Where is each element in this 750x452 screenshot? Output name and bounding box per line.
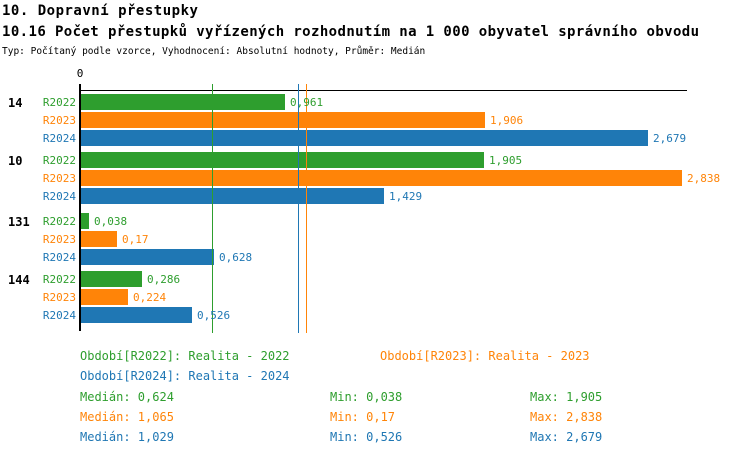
- legend-period-r2024: Období[R2024]: Realita - 2024: [80, 369, 290, 383]
- row-label-r2023: R2023: [42, 114, 76, 127]
- median-r2023-line: [306, 84, 307, 333]
- value-label-131-r2024: 0,628: [219, 251, 253, 264]
- page-title: 10. Dopravní přestupky: [2, 3, 199, 19]
- group-label-14: 14: [8, 96, 23, 110]
- median-r2024-line: [298, 84, 299, 333]
- legend-max-r2024: Max: 2,679: [530, 430, 603, 444]
- row-label-r2023: R2023: [42, 291, 76, 304]
- x-axis-line: [80, 90, 687, 91]
- value-label-14-r2024: 2,679: [653, 132, 687, 145]
- row-label-r2024: R2024: [42, 190, 76, 203]
- legend-max-r2023: Max: 2,838: [530, 410, 603, 424]
- legend-period-r2023: Období[R2023]: Realita - 2023: [380, 349, 590, 363]
- bar-131-r2024: [81, 249, 214, 265]
- row-label-r2022: R2022: [42, 215, 76, 228]
- legend-period-r2022: Období[R2022]: Realita - 2022: [80, 349, 290, 363]
- x-axis-zero-tick-label: 0: [76, 67, 84, 80]
- legend-median-r2024: Medián: 1,029: [80, 430, 174, 444]
- value-label-144-r2024: 0,526: [197, 309, 231, 322]
- bar-10-r2022: [81, 152, 484, 168]
- indicator-meta: Typ: Počítaný podle vzorce, Vyhodnocení:…: [2, 46, 426, 57]
- value-label-144-r2023: 0,224: [133, 291, 167, 304]
- row-label-r2022: R2022: [42, 154, 76, 167]
- row-label-r2024: R2024: [42, 251, 76, 264]
- median-r2022-line: [212, 84, 213, 333]
- group-label-131: 131: [8, 215, 30, 229]
- legend-min-r2023: Min: 0,17: [330, 410, 396, 424]
- bar-144-r2024: [81, 307, 192, 323]
- row-label-r2023: R2023: [42, 172, 76, 185]
- row-label-r2023: R2023: [42, 233, 76, 246]
- legend-min-r2022: Min: 0,038: [330, 390, 403, 404]
- bar-10-r2024: [81, 188, 384, 204]
- group-label-10: 10: [8, 154, 23, 168]
- bar-14-r2023: [81, 112, 485, 128]
- group-label-144: 144: [8, 273, 30, 287]
- value-label-144-r2022: 0,286: [147, 273, 181, 286]
- indicator-title: 10.16 Počet přestupků vyřízených rozhodn…: [2, 24, 700, 40]
- bar-14-r2024: [81, 130, 648, 146]
- value-label-14-r2022: 0,961: [290, 96, 324, 109]
- value-label-10-r2024: 1,429: [389, 190, 423, 203]
- legend-median-r2022: Medián: 0,624: [80, 390, 174, 404]
- row-label-r2022: R2022: [42, 273, 76, 286]
- legend-median-r2023: Medián: 1,065: [80, 410, 174, 424]
- value-label-10-r2022: 1,905: [489, 154, 523, 167]
- bar-131-r2023: [81, 231, 117, 247]
- legend-max-r2022: Max: 1,905: [530, 390, 603, 404]
- bar-144-r2023: [81, 289, 128, 305]
- value-label-131-r2022: 0,038: [94, 215, 128, 228]
- value-label-10-r2023: 2,838: [687, 172, 721, 185]
- row-label-r2022: R2022: [42, 96, 76, 109]
- bar-131-r2022: [81, 213, 89, 229]
- y-axis-line: [79, 84, 81, 331]
- value-label-131-r2023: 0,17: [122, 233, 149, 246]
- bar-14-r2022: [81, 94, 285, 110]
- legend-min-r2024: Min: 0,526: [330, 430, 403, 444]
- bar-144-r2022: [81, 271, 142, 287]
- row-label-r2024: R2024: [42, 132, 76, 145]
- row-label-r2024: R2024: [42, 309, 76, 322]
- bar-10-r2023: [81, 170, 682, 186]
- value-label-14-r2023: 1,906: [490, 114, 524, 127]
